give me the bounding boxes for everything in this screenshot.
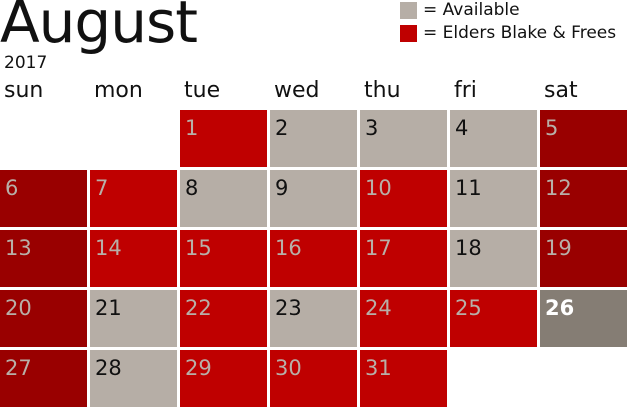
year-label: 2017	[4, 53, 48, 73]
legend-booked: = Elders Blake & Frees	[400, 23, 616, 43]
day-cell[interactable]: 17	[360, 230, 447, 287]
day-cell[interactable]: 3	[360, 110, 447, 167]
day-cell[interactable]: 27	[0, 350, 87, 407]
day-cell[interactable]: 7	[90, 170, 177, 227]
day-cell[interactable]: 19	[540, 230, 627, 287]
weekday-header: tue	[184, 78, 221, 103]
booked-swatch	[400, 24, 417, 42]
day-cell[interactable]: 11	[450, 170, 537, 227]
day-cell[interactable]: 21	[90, 290, 177, 347]
day-cell[interactable]: 25	[450, 290, 537, 347]
day-cell[interactable]: 14	[90, 230, 177, 287]
weekday-header: sat	[544, 78, 578, 103]
legend-available: = Available	[400, 0, 520, 20]
day-cell[interactable]: 12	[540, 170, 627, 227]
day-cell[interactable]: 30	[270, 350, 357, 407]
day-cell[interactable]: 18	[450, 230, 537, 287]
day-cell[interactable]: 1	[180, 110, 267, 167]
weekday-header: wed	[274, 78, 320, 103]
weekday-header: fri	[454, 78, 477, 103]
legend-label: = Elders Blake & Frees	[423, 23, 617, 43]
day-cell[interactable]: 9	[270, 170, 357, 227]
day-cell[interactable]: 24	[360, 290, 447, 347]
day-cell[interactable]: 16	[270, 230, 357, 287]
weekday-header: thu	[364, 78, 401, 103]
day-cell[interactable]: 13	[0, 230, 87, 287]
day-cell[interactable]: 20	[0, 290, 87, 347]
month-title: August	[0, 0, 198, 56]
weekday-header: mon	[94, 78, 143, 103]
day-cell[interactable]: 22	[180, 290, 267, 347]
day-cell[interactable]: 29	[180, 350, 267, 407]
day-cell[interactable]: 2	[270, 110, 357, 167]
day-cell[interactable]: 4	[450, 110, 537, 167]
day-cell[interactable]: 5	[540, 110, 627, 167]
weekday-header: sun	[4, 78, 44, 103]
available-swatch	[400, 1, 417, 19]
day-cell[interactable]: 28	[90, 350, 177, 407]
day-cell[interactable]: 15	[180, 230, 267, 287]
day-cell[interactable]: 23	[270, 290, 357, 347]
legend-label: = Available	[423, 0, 520, 20]
day-cell[interactable]: 8	[180, 170, 267, 227]
day-cell[interactable]: 6	[0, 170, 87, 227]
day-cell[interactable]: 26	[540, 290, 627, 347]
day-cell[interactable]: 10	[360, 170, 447, 227]
day-cell[interactable]: 31	[360, 350, 447, 407]
